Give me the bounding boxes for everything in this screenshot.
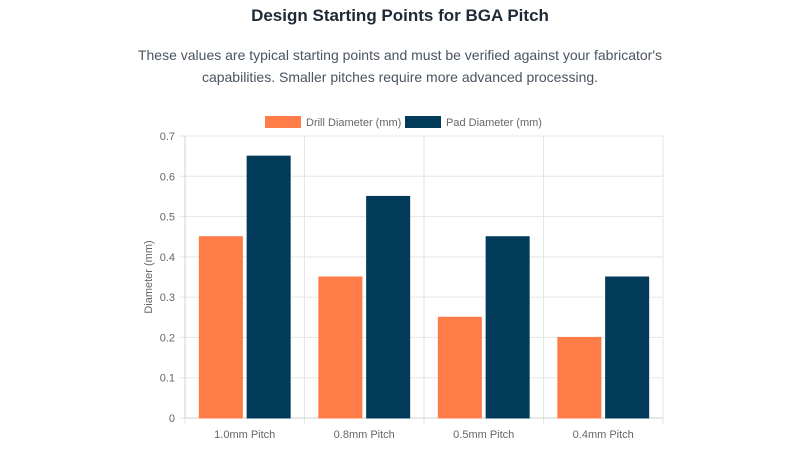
- x-tick-label: 1.0mm Pitch: [214, 429, 275, 441]
- legend-swatch-1: [405, 116, 441, 128]
- y-tick-label: 0.7: [160, 131, 175, 143]
- legend-label: Drill Diameter (mm): [306, 117, 401, 129]
- page-subtitle: These values are typical starting points…: [137, 47, 663, 85]
- bar-drill-1: [318, 276, 363, 419]
- bar-drill-3: [557, 336, 602, 419]
- bar-pad-1: [366, 195, 411, 419]
- y-tick-label: 0.2: [160, 332, 175, 344]
- legend-label: Pad Diameter (mm): [446, 117, 542, 129]
- bar-pad-2: [485, 236, 530, 419]
- y-tick-label: 0.1: [160, 373, 175, 385]
- bar-pad-3: [605, 276, 650, 419]
- y-tick-label: 0: [169, 413, 175, 425]
- legend-swatch-0: [265, 116, 301, 128]
- bar-drill-0: [198, 236, 243, 419]
- y-axis-label: Diameter (mm): [143, 240, 155, 313]
- y-tick-label: 0.3: [160, 292, 175, 304]
- x-tick-label: 0.8mm Pitch: [334, 429, 395, 441]
- y-tick-label: 0.5: [160, 212, 175, 224]
- y-tick-label: 0.4: [160, 252, 175, 264]
- page-title: Design Starting Points for BGA Pitch: [251, 6, 549, 25]
- y-tick-label: 0.6: [160, 171, 175, 183]
- bar-drill-2: [437, 316, 482, 419]
- x-tick-label: 0.5mm Pitch: [453, 429, 514, 441]
- x-tick-label: 0.4mm Pitch: [573, 429, 634, 441]
- bar-pad-0: [246, 155, 291, 419]
